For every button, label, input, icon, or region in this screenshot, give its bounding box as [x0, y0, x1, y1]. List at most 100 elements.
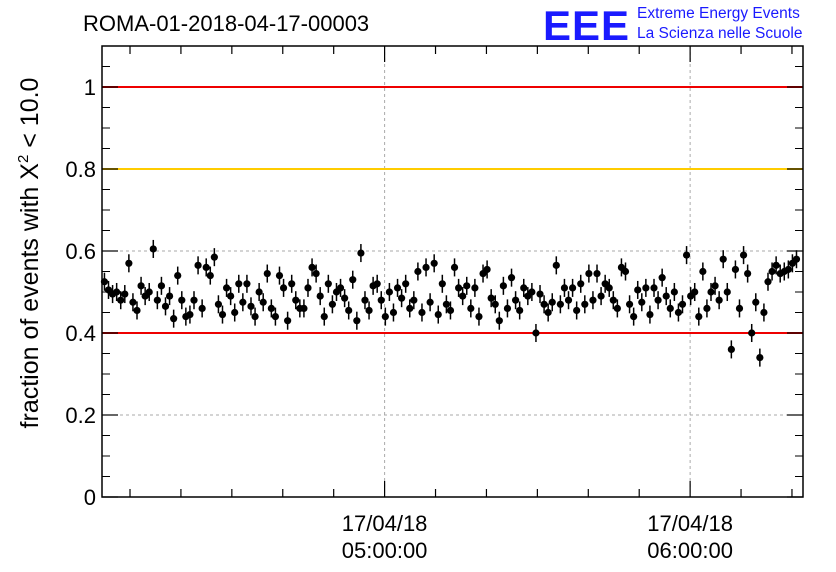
data-point: [218, 310, 227, 319]
data-point: [300, 304, 308, 312]
data-point: [666, 304, 674, 312]
data-point: [442, 300, 450, 308]
data-point: [784, 265, 792, 274]
data-point: [727, 345, 735, 353]
data-point: [389, 308, 398, 317]
data-point: [487, 294, 495, 302]
data-point: [609, 296, 617, 304]
data-point: [284, 317, 292, 325]
data-point: [634, 286, 642, 294]
data-point: [532, 329, 540, 337]
y-tick-label: 1: [84, 75, 96, 100]
data-point: [605, 284, 613, 292]
data-point: [719, 255, 727, 263]
data-point: [715, 296, 723, 304]
data-point: [320, 313, 328, 321]
data-point: [670, 288, 678, 296]
data-point: [764, 278, 772, 286]
data-point: [263, 269, 271, 278]
data-point: [414, 267, 422, 276]
data-point: [463, 282, 471, 290]
data-point: [271, 313, 280, 321]
data-point: [516, 306, 524, 315]
data-point: [341, 294, 349, 302]
x-tick-label-time: 05:00:00: [342, 538, 428, 563]
plot-frame: [101, 45, 804, 498]
data-point: [691, 288, 699, 296]
data-point: [577, 280, 585, 288]
data-point: [739, 251, 748, 259]
data-point: [153, 296, 161, 304]
x-tick-label-date: 17/04/18: [647, 511, 733, 536]
data-point: [744, 269, 752, 278]
data-point: [471, 284, 479, 292]
data-point: [792, 255, 801, 263]
data-point: [129, 298, 137, 306]
data-point: [308, 263, 316, 271]
data-point: [214, 300, 223, 308]
data-point: [206, 272, 214, 280]
data-point: [243, 280, 251, 288]
data-point: [756, 354, 764, 362]
data-point: [682, 251, 691, 259]
data-point: [568, 284, 577, 292]
data-point: [467, 304, 475, 312]
data-point: [227, 292, 235, 300]
data-point: [231, 308, 239, 317]
data-point: [288, 280, 296, 288]
data-point: [752, 298, 760, 306]
data-point: [548, 298, 556, 306]
data-point: [275, 272, 284, 280]
data-point: [748, 329, 756, 337]
data-point: [520, 284, 528, 292]
data-point: [349, 276, 357, 284]
data-point: [377, 296, 385, 304]
data-point: [373, 280, 381, 288]
eee-logo-line2: La Scienza nelle Scuole: [637, 25, 802, 42]
data-point: [406, 304, 414, 312]
y-tick-label: 0.8: [65, 157, 96, 182]
data-point: [625, 300, 634, 308]
data-point: [345, 306, 353, 315]
data-point: [316, 292, 324, 300]
data-point: [385, 288, 394, 296]
data-point: [418, 308, 426, 317]
data-point: [544, 308, 552, 317]
eee-logo-mark: EEE: [543, 2, 630, 49]
data-point: [259, 298, 267, 306]
data-point: [573, 306, 581, 315]
data-point: [255, 288, 263, 296]
y-tick-label: 0: [84, 485, 96, 510]
data-point: [662, 292, 670, 300]
data-point: [674, 308, 683, 317]
data-point: [113, 288, 121, 296]
data-point: [149, 245, 157, 253]
data-point: [157, 282, 166, 290]
data-point: [357, 249, 365, 257]
data-point: [239, 298, 247, 306]
data-point: [410, 296, 418, 304]
data-point: [450, 263, 459, 271]
data-point: [613, 304, 621, 312]
reference-lines: [102, 86, 803, 334]
data-point: [438, 280, 446, 288]
data-point: [593, 269, 601, 278]
y-tick-label: 0.6: [65, 239, 96, 264]
data-point: [585, 269, 593, 278]
data-point: [552, 261, 560, 269]
data-point: [589, 296, 597, 304]
data-point: [121, 290, 129, 298]
data-point: [735, 304, 744, 312]
data-point: [251, 313, 259, 321]
data-point: [292, 296, 300, 304]
data-point: [304, 284, 312, 292]
data-point: [381, 313, 389, 321]
data-point: [434, 310, 442, 319]
x-tick-label-date: 17/04/18: [342, 511, 428, 536]
data-point: [723, 288, 731, 296]
axes: 00.20.40.60.8117/04/1805:00:0017/04/1806…: [65, 45, 804, 563]
data-point: [194, 261, 202, 269]
data-point: [760, 308, 768, 317]
grid-lines: [102, 46, 803, 497]
